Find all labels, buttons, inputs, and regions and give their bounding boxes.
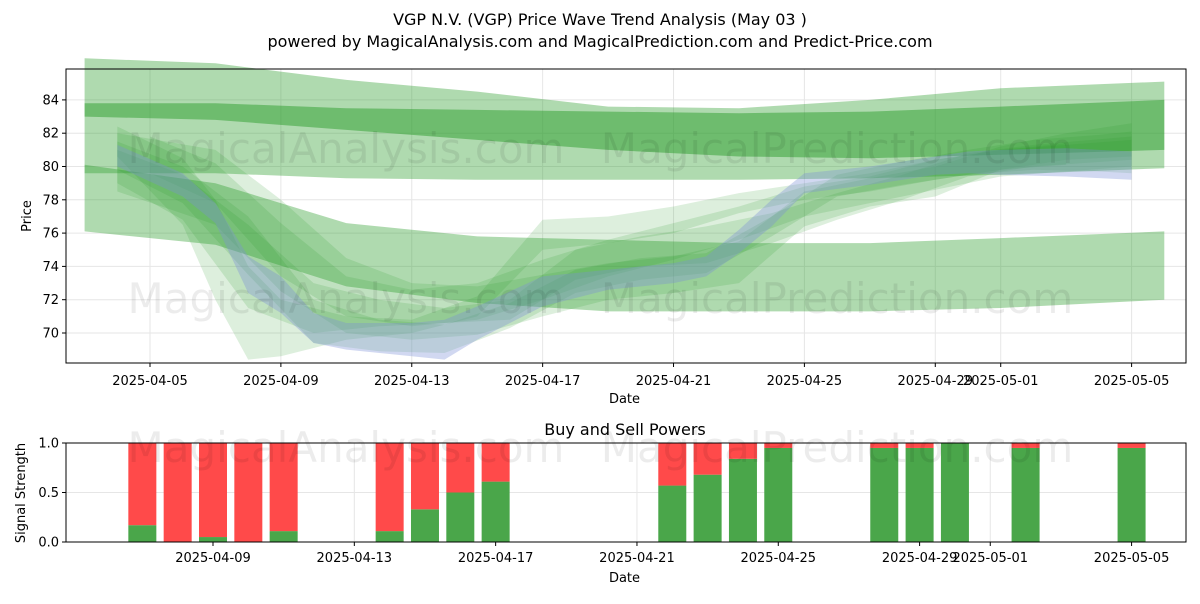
price-band: [117, 144, 1132, 360]
buy-power-bar: [410, 509, 439, 542]
sell-power-bar: [870, 443, 899, 448]
price-x-tick-label: 2025-04-21: [636, 374, 712, 389]
signal-x-tick-label: 2025-04-21: [599, 551, 675, 566]
signal-y-tick-label: 0.5: [38, 486, 59, 501]
buy-power-bar: [446, 492, 475, 542]
signal-x-tick-label: 2025-04-13: [317, 551, 393, 566]
price-axes: 70 72 74 76 78 80 82 84 2025-04-05 2025-04-09 2025…: [42, 93, 1169, 389]
price-y-tick-label: 80: [42, 160, 59, 175]
price-x-tick-label: 2025-04-25: [767, 374, 843, 389]
watermark-prediction-bottom: MagicalPrediction.com: [601, 423, 1074, 472]
wave-band: [150, 136, 1132, 327]
sell-power-bar: [481, 443, 510, 482]
sell-power-bar: [693, 443, 722, 475]
signal-bars: [128, 443, 1146, 542]
price-x-tick-label: 2025-04-13: [374, 374, 450, 389]
buy-power-bar: [1117, 447, 1146, 542]
price-y-tick-label: 72: [42, 293, 59, 308]
figure-title: VGP N.V. (VGP) Price Wave Trend Analysis…: [393, 10, 807, 29]
price-y-axis-label: Price: [20, 200, 35, 232]
sell-power-bar: [163, 443, 192, 542]
signal-x-tick-label: 2025-04-25: [740, 551, 816, 566]
buy-power-bar: [128, 525, 157, 542]
signal-x-tick-label: 2025-04-29: [882, 551, 958, 566]
buy-power-bar: [905, 447, 934, 542]
sell-power-bar: [269, 443, 298, 532]
price-x-tick-label: 2025-04-17: [505, 374, 581, 389]
watermark-analysis-bottom: MagicalAnalysis.com: [128, 423, 565, 472]
buy-power-bar: [375, 531, 404, 542]
sell-power-bar: [658, 443, 687, 486]
price-y-tick-label: 84: [42, 93, 59, 108]
long-trend-band: [84, 99, 1165, 159]
sell-power-bar: [375, 443, 404, 532]
signal-y-tick-label: 1.0: [38, 437, 59, 452]
wave-band: [117, 123, 1132, 340]
signal-y-tick-label: 0.0: [38, 536, 59, 551]
sell-power-bar: [1011, 443, 1040, 448]
watermark-prediction-top-2: MagicalPrediction.com: [601, 274, 1074, 323]
price-y-tick-label: 70: [42, 327, 59, 342]
signal-x-tick-label: 2025-05-01: [952, 551, 1028, 566]
price-x-tick-label: 2025-05-01: [963, 374, 1039, 389]
buy-power-bar: [658, 485, 687, 542]
signal-axes: 0.0 0.5 1.0 2025-04-09 2025-04-13 2025-04-17 2…: [38, 437, 1169, 567]
buy-power-bar: [693, 474, 722, 542]
watermark-prediction-top-1: MagicalPrediction.com: [601, 124, 1074, 173]
long-trend-band: [84, 164, 1165, 312]
signal-x-tick-label: 2025-05-05: [1094, 551, 1170, 566]
sell-power-bar: [728, 443, 757, 459]
watermark-analysis-top-1: MagicalAnalysis.com: [128, 124, 565, 173]
buy-power-bar: [870, 447, 899, 542]
price-x-tick-label: 2025-05-05: [1094, 374, 1170, 389]
buy-power-bar: [1011, 447, 1040, 542]
buy-power-bar: [481, 481, 510, 542]
price-y-tick-label: 82: [42, 127, 59, 142]
price-plot-frame: [65, 68, 1187, 364]
signal-x-axis-label: Date: [609, 571, 640, 586]
sell-power-bar: [128, 443, 157, 526]
price-wave-bands: [84, 58, 1165, 360]
sell-power-bar: [410, 443, 439, 510]
buy-power-bar: [764, 447, 793, 542]
wave-band: [117, 126, 1067, 360]
signal-watermarks: MagicalAnalysis.com MagicalPrediction.co…: [128, 423, 1074, 472]
price-y-tick-label: 76: [42, 227, 59, 242]
sell-power-bar: [199, 443, 227, 538]
signal-x-tick-label: 2025-04-17: [458, 551, 534, 566]
buy-power-bar: [940, 443, 969, 542]
price-x-tick-label: 2025-04-05: [112, 374, 188, 389]
price-x-tick-label: 2025-04-29: [897, 374, 973, 389]
signal-x-tick-label: 2025-04-09: [175, 551, 251, 566]
buy-power-bar: [269, 531, 298, 542]
price-watermarks: MagicalAnalysis.com MagicalPrediction.co…: [128, 124, 1074, 323]
price-y-tick-label: 78: [42, 193, 59, 208]
wave-band: [117, 131, 1132, 353]
price-x-axis-label: Date: [609, 392, 640, 407]
sell-power-bar: [905, 443, 934, 448]
buy-power-bar: [728, 458, 757, 542]
sell-power-bar: [1117, 443, 1146, 448]
sell-power-bar: [446, 443, 475, 493]
price-y-tick-label: 74: [42, 260, 59, 275]
price-x-tick-label: 2025-04-09: [243, 374, 319, 389]
sell-power-bar: [764, 443, 793, 448]
sell-power-bar: [234, 443, 263, 542]
signal-chart-title: Buy and Sell Powers: [544, 420, 706, 439]
figure-subtitle: powered by MagicalAnalysis.com and Magic…: [267, 32, 932, 51]
wave-band: [117, 136, 1132, 333]
signal-y-axis-label: Signal Strength: [14, 443, 29, 543]
watermark-analysis-top-2: MagicalAnalysis.com: [128, 274, 565, 323]
buy-power-bar: [199, 537, 227, 542]
